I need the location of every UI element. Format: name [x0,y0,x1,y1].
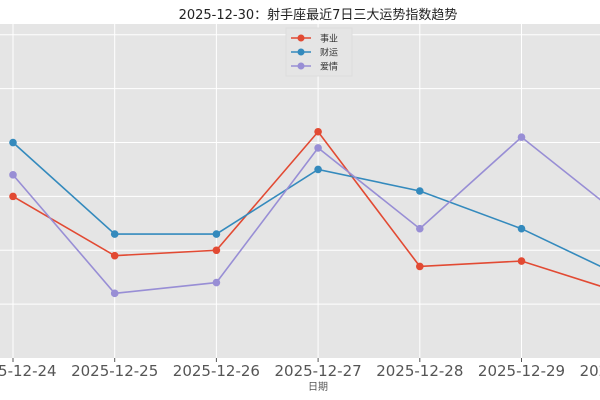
data-point [110,289,119,298]
data-point [110,230,119,238]
legend-marker [297,34,305,42]
data-point [517,133,526,141]
data-point [517,224,526,233]
data-point [110,251,119,260]
x-tick-label: 2025-12-29 [478,362,565,380]
series-爱情 [9,133,600,298]
plot-area [0,24,600,358]
series-事业 [9,127,600,287]
x-tick-label: 2025-12-27 [275,362,362,380]
legend-marker [297,62,305,70]
series-财运 [9,138,600,268]
data-point [9,171,17,179]
data-point [416,187,424,195]
x-tick-label: 2025-12-26 [173,362,260,380]
data-point [416,224,424,233]
chart-title: 2025-12-30：射手座最近7日三大运势指数趋势 [179,7,458,23]
data-point [416,262,424,271]
data-point [314,144,322,152]
data-point [212,278,221,287]
data-point [9,192,17,201]
data-point [212,246,221,255]
x-tick-label: 2025-12-28 [376,362,463,380]
data-point [314,127,322,136]
legend-label: 事业 [320,33,338,45]
legend-marker [297,48,305,56]
x-tick-label: 2025-12-24 [0,362,57,380]
data-point [314,165,322,174]
x-axis-label: 日期 [308,381,328,393]
data-point [9,138,17,147]
data-point [517,257,526,265]
x-axis: 2025-12-24 2025-12-25 2025-12-26 2025-12-27… [0,358,600,380]
x-tick-label: 2025-12-30 [580,362,600,380]
data-point [212,230,221,238]
x-tick-label: 2025-12-25 [71,362,158,380]
legend-label: 财运 [320,47,338,59]
series-group [9,127,600,298]
legend-label: 爱情 [320,61,338,73]
